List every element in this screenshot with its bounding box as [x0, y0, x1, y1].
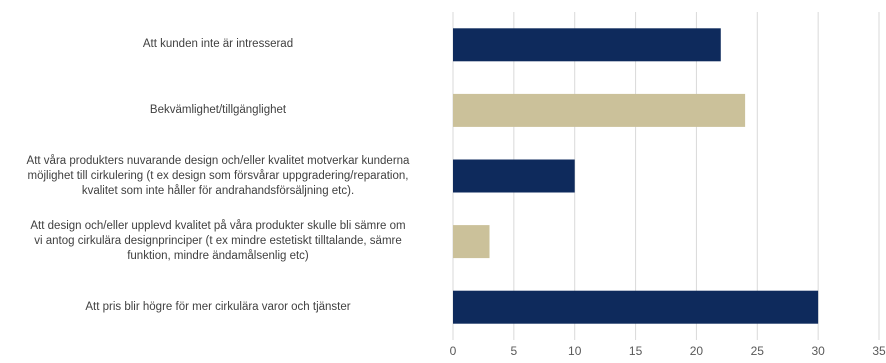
- bar-1: [453, 93, 746, 127]
- bar-2: [453, 159, 575, 193]
- x-tick-label: 25: [751, 344, 765, 358]
- category-label: Att kunden inte är intresserad: [0, 37, 438, 52]
- bar-4: [453, 290, 819, 324]
- x-tick-label: 5: [511, 344, 518, 358]
- x-tick-label: 35: [872, 344, 886, 358]
- x-tick-label: 10: [568, 344, 582, 358]
- category-label-line: Att design och/eller upplevd kvalitet på…: [30, 220, 406, 233]
- category-label-line: möjlighet till cirkulering (t ex design …: [27, 169, 409, 182]
- category-label-line: funktion, mindre ändamålsenlig etc): [127, 250, 309, 263]
- category-label-line: Att pris blir högre för mer cirkulära va…: [85, 300, 351, 313]
- x-tick-label: 30: [811, 344, 825, 358]
- category-label-line: Att kunden inte är intresserad: [142, 38, 294, 51]
- x-tick-label: 0: [450, 344, 457, 358]
- category-label-line: vi antog cirkulära designprinciper (t ex…: [34, 235, 402, 248]
- x-tick-label: 15: [629, 344, 643, 358]
- category-label-line: Att våra produkters nuvarande design och…: [26, 154, 410, 167]
- bar-3: [453, 225, 490, 259]
- bar-0: [453, 28, 721, 62]
- category-label-line: Bekvämlighet/tillgänglighet: [149, 103, 287, 116]
- category-label: Att våra produkters nuvarande design och…: [0, 154, 438, 199]
- x-tick-label: 20: [690, 344, 704, 358]
- category-label: Att design och/eller upplevd kvalitet på…: [0, 219, 438, 264]
- category-label-line: kvalitet som inte håller för andrahandsf…: [81, 184, 355, 197]
- category-label: Bekvämlighet/tillgänglighet: [0, 103, 438, 118]
- category-label: Att pris blir högre för mer cirkulära va…: [0, 300, 438, 315]
